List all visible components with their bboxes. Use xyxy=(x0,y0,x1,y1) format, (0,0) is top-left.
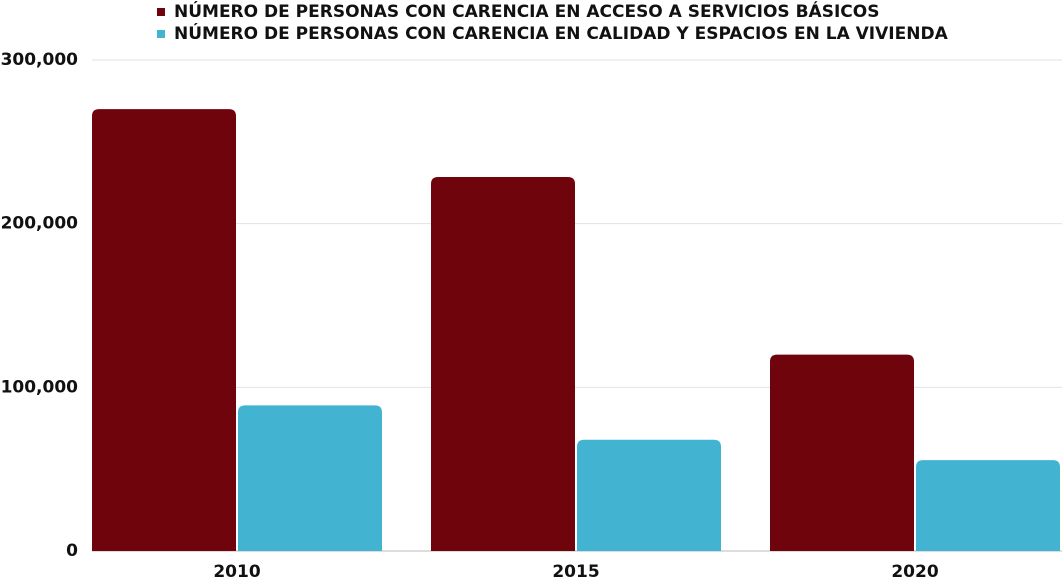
bar xyxy=(770,354,914,551)
x-tick-label: 2010 xyxy=(213,562,260,582)
y-tick-label: 200,000 xyxy=(1,214,79,234)
bar xyxy=(916,460,1060,551)
y-tick-label: 100,000 xyxy=(1,377,79,397)
bar xyxy=(431,177,575,551)
y-tick-label: 0 xyxy=(66,541,78,561)
legend-swatch xyxy=(157,30,165,38)
legend-label: NÚMERO DE PERSONAS CON CARENCIA EN ACCES… xyxy=(174,0,879,22)
bar xyxy=(238,405,382,551)
legend-label: NÚMERO DE PERSONAS CON CARENCIA EN CALID… xyxy=(174,22,949,44)
legend-swatch xyxy=(157,8,165,16)
bar xyxy=(92,109,236,551)
x-tick-label: 2015 xyxy=(552,562,599,582)
y-tick-label: 300,000 xyxy=(1,50,79,70)
x-tick-label: 2020 xyxy=(891,562,938,582)
bar xyxy=(577,439,721,551)
